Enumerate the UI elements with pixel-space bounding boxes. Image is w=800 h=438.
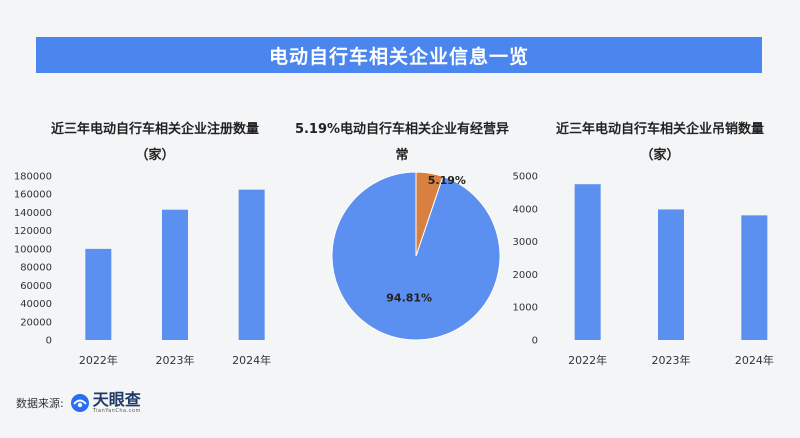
y-tick-label: 1000 [513,303,538,314]
x-tick-label: 2023年 [652,353,691,367]
page-title: 电动自行车相关企业信息一览 [268,45,529,68]
y-tick-label: 2000 [513,270,538,281]
eye-logo-icon [70,394,89,412]
x-tick-label: 2022年 [568,353,607,367]
y-tick-label: 0 [46,336,52,347]
data-source: 数据来源: 天眼查 TianYanCha.com [16,392,141,415]
tianyancha-logo: 天眼查 TianYanCha.com [70,392,141,414]
page-title-banner: 电动自行车相关企业信息一览 [36,37,762,73]
chart-title-revocations: 近三年电动自行车相关企业吊销数量 （家） [555,122,764,163]
revocations-bar-chart: 0 1000 2000 3000 4000 5000 2022年 2023年 2024年 [513,172,774,368]
chart-title-registrations: 近三年电动自行车相关企业注册数量 （家） [50,122,259,163]
bar [658,209,684,340]
pie-data-label: 5.19% [428,174,466,187]
x-tick-label: 2024年 [735,353,774,367]
y-tick-label: 140000 [14,208,52,219]
x-tick-label: 2022年 [79,353,118,367]
bar [238,189,265,340]
source-label: 数据来源: [16,397,64,410]
y-tick-label: 40000 [20,299,52,310]
x-tick-label: 2023年 [156,353,195,367]
bar [162,209,188,340]
y-tick-label: 60000 [20,281,52,292]
bar [741,215,768,340]
logo-sub: TianYanCha.com [92,408,141,414]
y-tick-label: 120000 [14,226,52,237]
bar [574,184,601,340]
y-tick-label: 5000 [513,172,538,183]
y-tick-label: 4000 [513,204,538,215]
y-tick-label: 160000 [14,190,52,201]
registrations-bar-chart: 0 20000 40000 60000 80000 100000 120000 140000 1… [14,172,271,368]
pie-data-label: 94.81% [386,291,432,304]
y-tick-label: 0 [532,336,538,347]
bar [85,248,112,340]
y-tick-label: 3000 [513,237,538,248]
chart-title-anomaly: 5.19%电动自行车相关企业有经营异常 [294,122,510,163]
x-tick-label: 2024年 [232,353,271,367]
anomaly-pie-chart: 94.81% 5.19% [331,171,501,341]
y-tick-label: 20000 [20,317,52,328]
y-tick-label: 100000 [14,244,52,255]
logo-name: 天眼查 [92,390,141,409]
y-tick-label: 80000 [20,263,52,274]
y-tick-label: 180000 [14,172,52,183]
pie-slice [415,171,444,257]
